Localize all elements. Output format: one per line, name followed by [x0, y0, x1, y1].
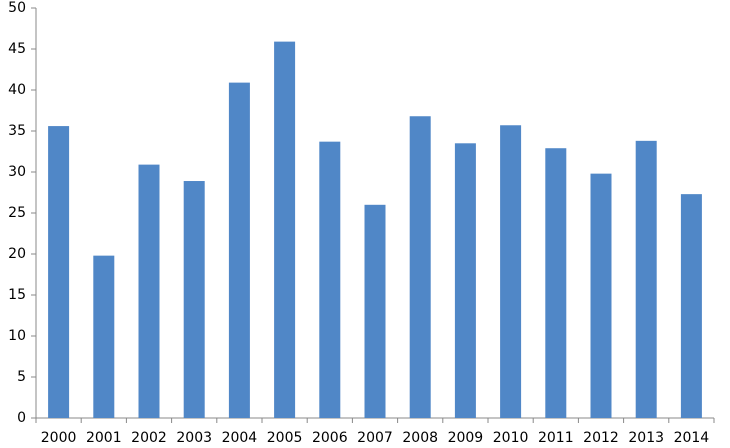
x-tick-label: 2012	[583, 430, 619, 446]
x-tick-label: 2005	[267, 430, 303, 446]
x-tick-label: 2006	[312, 430, 348, 446]
y-tick-label: 35	[8, 123, 26, 139]
bar	[454, 143, 476, 419]
x-tick-label: 2003	[176, 430, 212, 446]
x-tick-label: 2011	[538, 430, 574, 446]
bar	[635, 140, 657, 418]
y-tick-label: 0	[17, 410, 26, 426]
y-tick-label: 25	[8, 205, 26, 221]
x-tick-label: 2007	[357, 430, 393, 446]
y-tick-label: 45	[8, 41, 26, 57]
y-tick-label: 10	[8, 328, 26, 344]
y-tick-label: 30	[8, 164, 26, 180]
bar	[680, 194, 702, 418]
x-tick-label: 2002	[131, 430, 167, 446]
y-tick-label: 50	[8, 0, 26, 16]
bar	[228, 82, 250, 419]
bar	[319, 141, 341, 418]
y-tick-label: 40	[8, 82, 26, 98]
bar	[48, 126, 70, 418]
x-tick-label: 2004	[222, 430, 258, 446]
x-tick-label: 2009	[448, 430, 484, 446]
x-tick-label: 2001	[86, 430, 122, 446]
bar	[183, 181, 205, 418]
x-tick-label: 2014	[674, 430, 710, 446]
y-tick-label: 20	[8, 246, 26, 262]
bar	[93, 255, 115, 418]
y-tick-label: 15	[8, 287, 26, 303]
x-tick-label: 2008	[402, 430, 438, 446]
bar	[500, 125, 522, 418]
bar	[545, 148, 567, 418]
bar	[274, 41, 296, 419]
bar	[364, 204, 386, 418]
bar	[138, 164, 160, 418]
x-tick-label: 2010	[493, 430, 529, 446]
x-tick-label: 2000	[41, 430, 77, 446]
x-tick-label: 2013	[628, 430, 664, 446]
bar	[590, 173, 612, 418]
bar	[409, 116, 431, 419]
y-tick-label: 5	[17, 369, 26, 385]
